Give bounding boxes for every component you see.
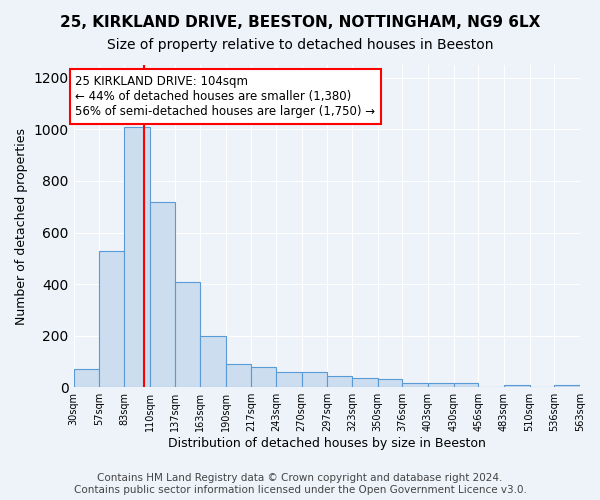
Bar xyxy=(226,364,251,387)
Bar xyxy=(403,384,428,387)
Bar xyxy=(327,376,352,387)
Bar xyxy=(504,384,530,387)
Bar xyxy=(276,372,302,387)
Bar xyxy=(175,282,200,387)
Bar xyxy=(74,369,99,387)
Bar xyxy=(251,366,276,387)
Text: 25, KIRKLAND DRIVE, BEESTON, NOTTINGHAM, NG9 6LX: 25, KIRKLAND DRIVE, BEESTON, NOTTINGHAM,… xyxy=(60,15,540,30)
Y-axis label: Number of detached properties: Number of detached properties xyxy=(15,128,28,324)
Bar xyxy=(352,378,377,387)
Text: Contains HM Land Registry data © Crown copyright and database right 2024.
Contai: Contains HM Land Registry data © Crown c… xyxy=(74,474,526,495)
Text: Size of property relative to detached houses in Beeston: Size of property relative to detached ho… xyxy=(107,38,493,52)
Bar xyxy=(554,384,580,387)
Bar xyxy=(200,336,226,387)
Bar xyxy=(124,127,149,387)
Bar xyxy=(377,380,403,387)
X-axis label: Distribution of detached houses by size in Beeston: Distribution of detached houses by size … xyxy=(168,437,486,450)
Bar xyxy=(149,202,175,387)
Bar xyxy=(99,250,124,387)
Bar xyxy=(302,372,327,387)
Bar xyxy=(428,384,454,387)
Bar xyxy=(454,384,478,387)
Text: 25 KIRKLAND DRIVE: 104sqm
← 44% of detached houses are smaller (1,380)
56% of se: 25 KIRKLAND DRIVE: 104sqm ← 44% of detac… xyxy=(76,76,376,118)
